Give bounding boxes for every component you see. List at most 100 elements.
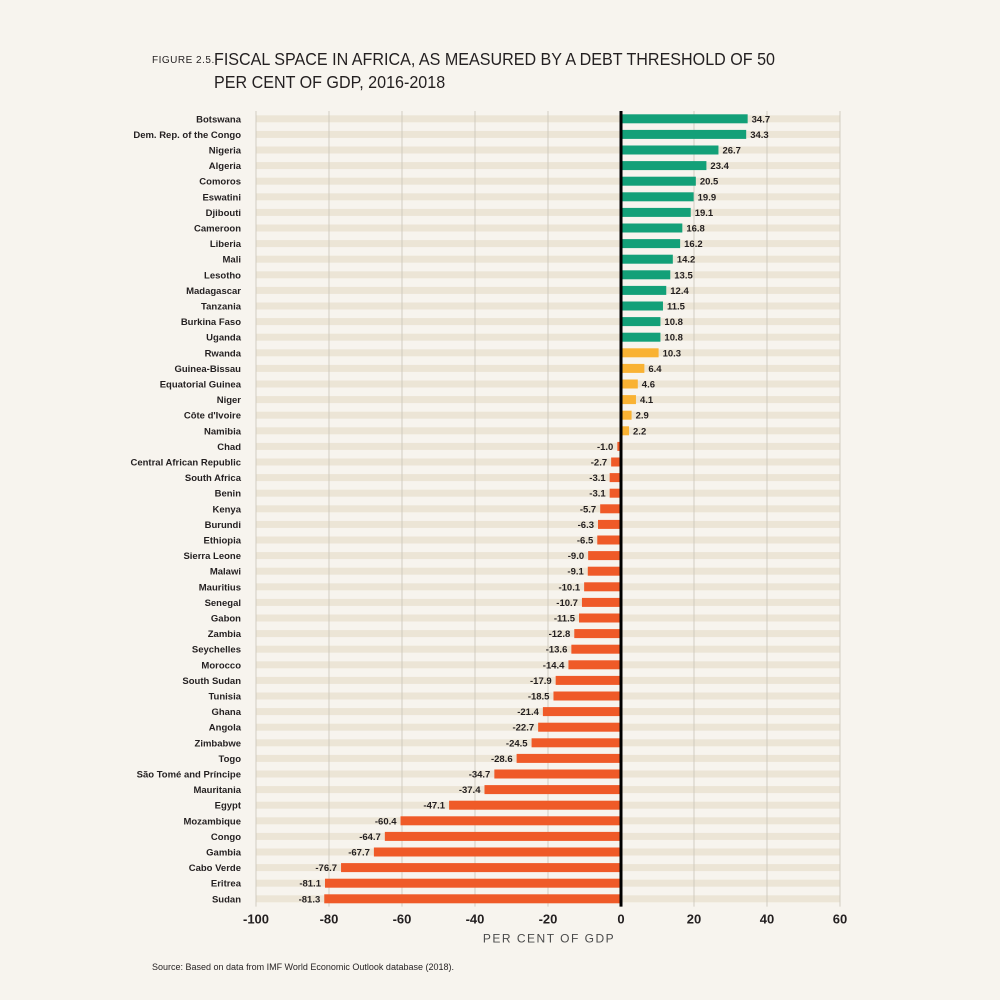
data-label: 34.3 xyxy=(750,130,769,141)
x-axis-title: PER CENT OF GDP xyxy=(483,932,615,946)
category-label: Mauritania xyxy=(193,785,241,796)
data-label: 19.1 xyxy=(695,208,714,219)
x-tick-label: -40 xyxy=(466,912,485,927)
x-tick-label: -80 xyxy=(320,912,339,927)
category-label: Kenya xyxy=(212,504,241,515)
data-label: 4.6 xyxy=(642,380,655,391)
data-label: -34.7 xyxy=(469,770,491,781)
bar xyxy=(571,644,621,654)
bar xyxy=(621,270,671,280)
data-label: 11.5 xyxy=(667,302,686,313)
data-label: -18.5 xyxy=(528,692,550,703)
data-label: -24.5 xyxy=(506,738,528,749)
bar xyxy=(584,582,621,592)
data-label: -2.7 xyxy=(591,458,607,469)
category-label: Malawi xyxy=(210,567,241,578)
data-label: -64.7 xyxy=(359,832,381,843)
bar xyxy=(516,753,621,763)
category-label: Eritrea xyxy=(211,879,242,890)
data-label: -28.6 xyxy=(491,754,513,765)
category-label: Eswatini xyxy=(202,192,241,203)
data-label: -5.7 xyxy=(580,504,596,515)
data-label: 10.8 xyxy=(664,317,683,328)
bar xyxy=(621,379,638,389)
data-label: -13.6 xyxy=(546,645,568,656)
bar xyxy=(621,161,707,171)
data-label: 6.4 xyxy=(648,364,662,375)
data-label: -47.1 xyxy=(423,801,445,812)
data-label: -9.0 xyxy=(568,551,584,562)
data-label: 10.8 xyxy=(664,333,683,344)
bar xyxy=(621,129,747,139)
category-label: Togo xyxy=(218,754,241,765)
category-label: Djibouti xyxy=(206,208,241,219)
bar xyxy=(609,473,621,483)
data-label: 2.2 xyxy=(633,426,646,437)
data-label: -22.7 xyxy=(512,723,534,734)
category-label: Central African Republic xyxy=(130,458,241,469)
x-tick-label: 60 xyxy=(833,912,847,927)
data-label: -11.5 xyxy=(554,614,576,625)
data-label: -81.1 xyxy=(299,879,321,890)
category-label: Egypt xyxy=(215,801,242,812)
bar xyxy=(324,894,621,904)
bar xyxy=(621,239,681,249)
x-tick-label: -20 xyxy=(539,912,558,927)
bar xyxy=(579,613,621,623)
category-label: Benin xyxy=(215,489,242,500)
bar xyxy=(621,254,673,264)
data-label: -21.4 xyxy=(517,707,539,718)
category-label: Dem. Rep. of the Congo xyxy=(133,130,241,141)
category-label: Madagascar xyxy=(186,286,241,297)
bar xyxy=(621,192,694,202)
bar xyxy=(587,566,621,576)
bar xyxy=(553,691,621,701)
bar xyxy=(598,519,621,529)
bar xyxy=(384,831,621,841)
source-note: Source: Based on data from IMF World Eco… xyxy=(152,962,454,972)
category-label: Tunisia xyxy=(208,692,241,703)
bar xyxy=(621,332,661,342)
category-label: Nigeria xyxy=(209,146,242,157)
category-label: Côte d'Ivoire xyxy=(184,411,241,422)
bar xyxy=(621,285,667,295)
data-label: 19.9 xyxy=(698,192,717,203)
data-label: 26.7 xyxy=(722,146,741,157)
category-label: Algeria xyxy=(209,161,242,172)
category-label: Comoros xyxy=(199,177,241,188)
bar xyxy=(581,597,621,607)
bar xyxy=(449,800,621,810)
data-label: 2.9 xyxy=(636,411,649,422)
category-label: Mozambique xyxy=(183,816,241,827)
chart-title: FISCAL SPACE IN AFRICA, AS MEASURED BY A… xyxy=(214,49,775,92)
bar xyxy=(621,223,683,233)
x-tick-label: -100 xyxy=(243,912,269,927)
x-tick-label: -60 xyxy=(393,912,412,927)
bar xyxy=(373,847,621,857)
data-label: 16.2 xyxy=(684,239,703,250)
data-label: 10.3 xyxy=(663,348,682,359)
data-label: 34.7 xyxy=(752,114,771,125)
category-label: São Tomé and Príncipe xyxy=(137,770,241,781)
x-tick-label: 20 xyxy=(687,912,701,927)
category-label: Rwanda xyxy=(205,348,242,359)
category-label: Congo xyxy=(211,832,241,843)
data-label: 14.2 xyxy=(677,255,696,266)
category-label: Tanzania xyxy=(201,302,242,313)
bar xyxy=(621,395,636,405)
bar xyxy=(621,348,659,358)
category-label: Zimbabwe xyxy=(195,738,241,749)
bar xyxy=(621,301,663,311)
data-label: -17.9 xyxy=(530,676,552,687)
category-label: South Africa xyxy=(185,473,242,484)
category-label: Burkina Faso xyxy=(181,317,241,328)
data-label: -6.3 xyxy=(578,520,594,531)
bar xyxy=(609,488,621,498)
data-label: -6.5 xyxy=(577,536,594,547)
bar xyxy=(568,660,621,670)
bar xyxy=(621,426,630,436)
category-label: Cabo Verde xyxy=(189,863,241,874)
bar xyxy=(588,551,621,561)
category-label: Morocco xyxy=(201,660,241,671)
